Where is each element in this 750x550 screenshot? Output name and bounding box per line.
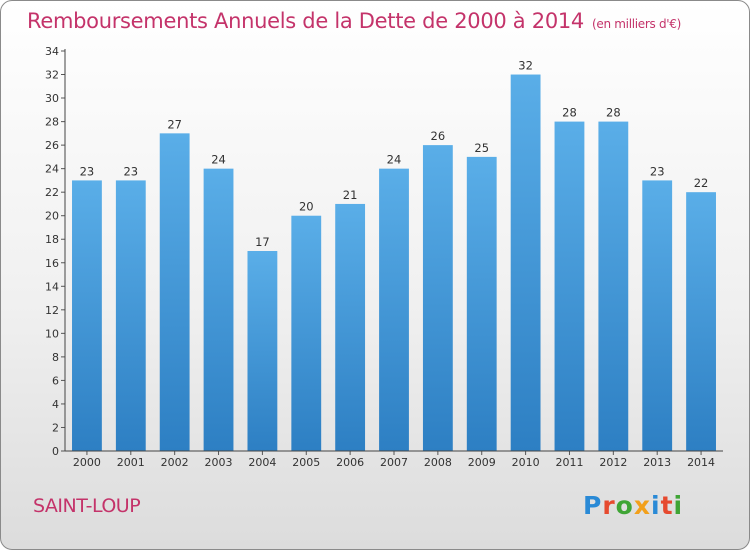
logo-letter: P [583, 491, 603, 520]
bars-layer: 23 23 27 24 17 20 21 24 26 25 32 28 28 23 22 [72, 59, 716, 451]
x-tick-label-2011: 2011 [555, 456, 583, 469]
y-tick-label-34: 34 [45, 45, 59, 58]
y-tick-label-30: 30 [45, 92, 59, 105]
value-label-2000: 23 [80, 164, 95, 178]
y-tick-label-22: 22 [45, 186, 59, 199]
bar-2007 [379, 168, 409, 451]
y-tick-label-6: 6 [52, 374, 59, 387]
x-tick-label-2005: 2005 [292, 456, 320, 469]
value-label-2010: 32 [518, 59, 533, 73]
bar-2001 [115, 180, 146, 451]
bar-2009 [466, 156, 497, 451]
bar-2014 [686, 192, 716, 451]
bar-2012 [598, 121, 629, 451]
value-label-2008: 26 [431, 129, 446, 143]
x-tick-label-2008: 2008 [424, 456, 452, 469]
x-tick-label-2007: 2007 [380, 456, 408, 469]
x-tick-label-2002: 2002 [161, 456, 189, 469]
bar-2004 [247, 251, 278, 451]
y-tick-label-26: 26 [45, 139, 59, 152]
axes-layer: 2000 2001 2002 2003 2004 2005 2006 2007 2008 2009… [45, 45, 723, 469]
bar-2002 [159, 133, 190, 451]
bar-2010 [510, 74, 541, 451]
logo-letter: i [673, 491, 684, 520]
y-tick-label-28: 28 [45, 116, 59, 129]
y-tick-label-4: 4 [52, 398, 59, 411]
x-tick-label-2000: 2000 [73, 456, 101, 469]
logo-letter: t [660, 491, 674, 520]
x-tick-label-2014: 2014 [687, 456, 715, 469]
chart-subtitle: (en milliers d'€) [592, 17, 682, 31]
y-tick-label-16: 16 [45, 257, 59, 270]
logo-letter: o [615, 491, 634, 520]
x-tick-label-2001: 2001 [117, 456, 145, 469]
value-label-2014: 22 [694, 176, 709, 190]
value-label-2005: 20 [299, 200, 314, 214]
value-label-2013: 23 [650, 164, 665, 178]
bar-2013 [642, 180, 673, 451]
bar-2006 [335, 203, 366, 451]
value-label-2003: 24 [211, 153, 226, 167]
bar-2011 [554, 121, 585, 451]
chart-title: Remboursements Annuels de la Dette de 20… [27, 9, 681, 33]
y-tick-label-2: 2 [52, 421, 59, 434]
value-label-2004: 17 [255, 235, 270, 249]
x-tick-label-2013: 2013 [643, 456, 671, 469]
bar-2000 [72, 180, 102, 451]
y-tick-label-12: 12 [45, 304, 59, 317]
value-label-2007: 24 [387, 153, 402, 167]
y-tick-label-20: 20 [45, 210, 59, 223]
x-tick-label-2012: 2012 [599, 456, 627, 469]
commune-name: SAINT-LOUP [33, 495, 141, 517]
value-label-2012: 28 [606, 106, 621, 120]
y-tick-label-32: 32 [45, 69, 59, 82]
y-tick-label-8: 8 [52, 351, 59, 364]
y-tick-label-0: 0 [52, 445, 59, 458]
logo-letter: i [651, 491, 661, 520]
y-tick-label-14: 14 [45, 280, 59, 293]
x-tick-label-2009: 2009 [468, 456, 496, 469]
logo-letter: r [602, 491, 616, 520]
x-tick-label-2010: 2010 [512, 456, 540, 469]
logo-letter: x [633, 491, 651, 520]
value-label-2011: 28 [562, 106, 577, 120]
x-tick-label-2006: 2006 [336, 456, 364, 469]
value-label-2006: 21 [343, 188, 358, 202]
value-label-2001: 23 [123, 164, 138, 178]
value-label-2002: 27 [167, 117, 182, 131]
bar-2008 [422, 145, 453, 451]
y-tick-label-18: 18 [45, 233, 59, 246]
bar-2005 [291, 215, 322, 451]
x-tick-label-2003: 2003 [205, 456, 233, 469]
y-tick-label-24: 24 [45, 163, 59, 176]
title-text: Remboursements Annuels de la Dette de 20… [27, 9, 584, 33]
y-tick-label-10: 10 [45, 327, 59, 340]
value-label-2009: 25 [474, 141, 489, 155]
proxiti-logo[interactable]: Proxiti [583, 491, 683, 520]
x-tick-label-2004: 2004 [248, 456, 276, 469]
bar-2003 [203, 168, 234, 451]
